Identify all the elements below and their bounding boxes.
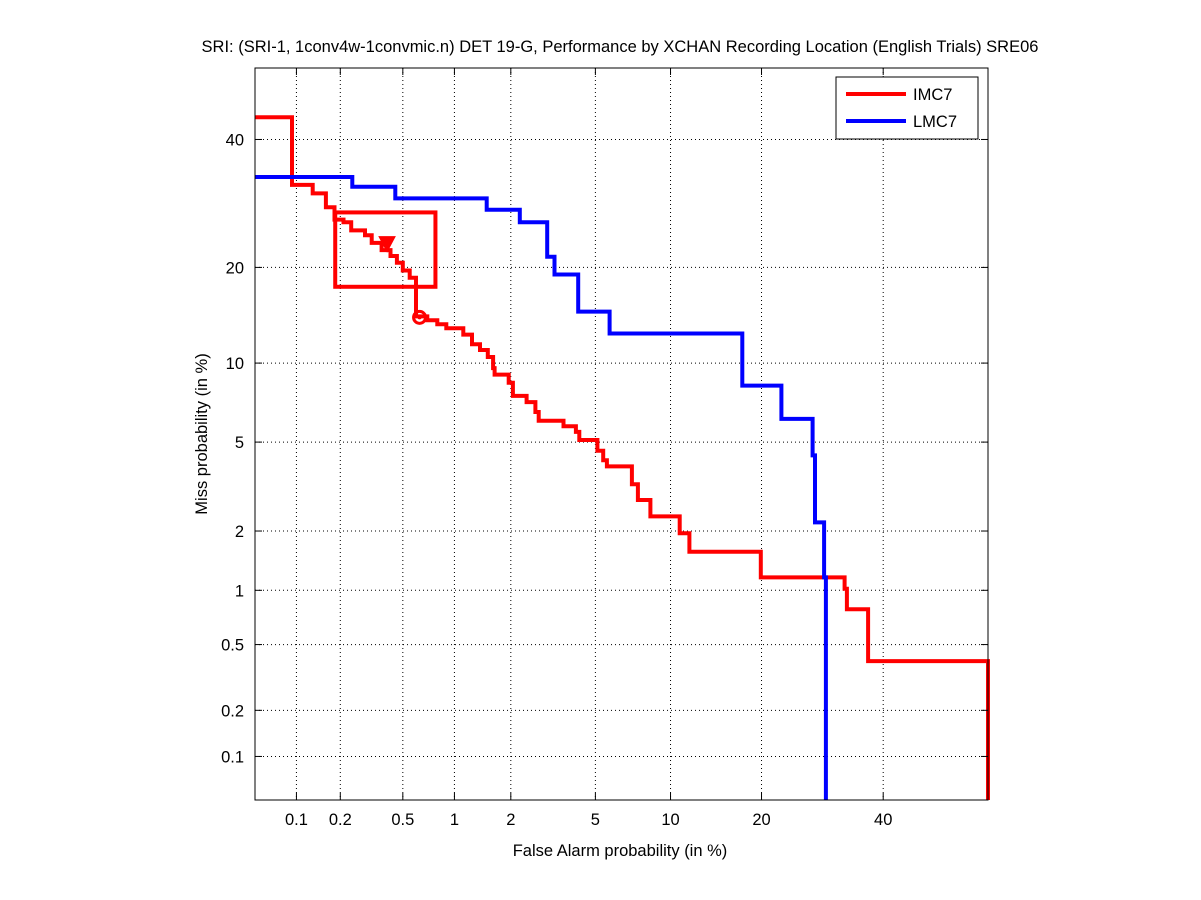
x-tick-label: 40 bbox=[874, 811, 892, 829]
confidence-box bbox=[333, 210, 438, 289]
y-tick-label: 2 bbox=[235, 523, 244, 541]
legend: IMC7 LMC7 bbox=[835, 76, 979, 140]
y-tick-label: 5 bbox=[235, 434, 244, 452]
y-tick-label: 40 bbox=[226, 131, 244, 149]
y-axis-label: Miss probability (in %) bbox=[193, 353, 211, 514]
tick-layer: 0.1 0.2 0.5 1 2 5 10 20 40 0.1 0.2 0.5 1 2 5 10 20 40 bbox=[221, 68, 988, 829]
y-tick-label: 20 bbox=[226, 259, 244, 277]
y-tick-label: 10 bbox=[226, 355, 244, 373]
series-layer bbox=[255, 115, 990, 800]
operating-point-circle-marker bbox=[412, 309, 428, 325]
y-tick-label: 0.1 bbox=[221, 748, 244, 766]
legend-label-imc7: IMC7 bbox=[913, 86, 952, 104]
x-tick-label: 1 bbox=[450, 811, 459, 829]
legend-box bbox=[835, 76, 979, 140]
y-tick-label: 0.5 bbox=[221, 637, 244, 655]
x-tick-label: 20 bbox=[752, 811, 770, 829]
series-line-imc7 bbox=[255, 115, 990, 800]
axes-box bbox=[255, 68, 988, 800]
axes-frame bbox=[254, 67, 989, 801]
legend-label-lmc7: LMC7 bbox=[913, 113, 957, 131]
y-tick-label: 1 bbox=[235, 582, 244, 600]
x-tick-label: 5 bbox=[591, 811, 600, 829]
series-line-lmc7 bbox=[255, 175, 828, 800]
y-tick-label: 0.2 bbox=[221, 702, 244, 720]
x-tick-label: 0.5 bbox=[391, 811, 414, 829]
x-tick-label: 0.2 bbox=[329, 811, 352, 829]
plot-area: 0.1 0.2 0.5 1 2 5 10 20 40 0.1 0.2 0.5 1 2 5 10 20 40 bbox=[221, 67, 990, 829]
x-axis-label: False Alarm probability (in %) bbox=[513, 842, 728, 860]
operating-point-triangle-marker bbox=[378, 236, 396, 253]
chart-title: SRI: (SRI-1, 1conv4w-1convmic.n) DET 19-… bbox=[202, 38, 1039, 56]
x-tick-label: 0.1 bbox=[285, 811, 308, 829]
x-tick-label: 2 bbox=[506, 811, 515, 829]
operating-point-circle-center bbox=[417, 315, 422, 320]
x-tick-label: 10 bbox=[661, 811, 679, 829]
